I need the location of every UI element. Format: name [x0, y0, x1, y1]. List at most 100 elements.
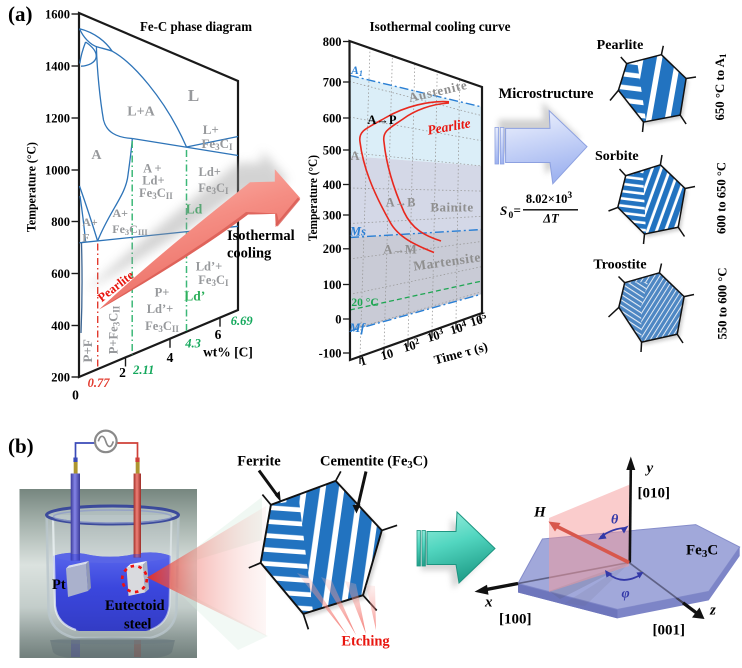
svg-text:600 to 650 °C: 600 to 650 °C	[713, 162, 728, 234]
svg-text:Isothermal: Isothermal	[227, 228, 295, 244]
svg-text:1400: 1400	[45, 59, 70, 73]
svg-text:105: 105	[468, 310, 489, 329]
svg-text:F: F	[82, 231, 89, 245]
svg-text:Temperature (°C): Temperature (°C)	[25, 142, 39, 232]
svg-text:θ: θ	[611, 513, 619, 528]
svg-text:300: 300	[323, 208, 342, 222]
svg-text:Bainite: Bainite	[430, 200, 473, 215]
svg-text:ΔT: ΔT	[542, 212, 560, 226]
svg-text:Isothermal cooling curve: Isothermal cooling curve	[370, 19, 511, 34]
svg-text:0: 0	[509, 211, 514, 221]
svg-text:4.3: 4.3	[184, 337, 201, 351]
svg-text:400: 400	[323, 178, 342, 192]
svg-text:H: H	[533, 505, 547, 521]
svg-text:102: 102	[401, 336, 422, 355]
svg-text:600: 600	[51, 267, 70, 281]
svg-text:A +: A +	[143, 161, 162, 175]
svg-text:6: 6	[215, 327, 222, 342]
svg-text:Etching: Etching	[341, 633, 390, 649]
svg-text:Cementite (Fe3C): Cementite (Fe3C)	[320, 454, 428, 472]
svg-text:8.02×103: 8.02×103	[526, 191, 573, 206]
svg-text:10: 10	[379, 346, 395, 363]
svg-text:z: z	[709, 603, 716, 619]
svg-text:1000: 1000	[45, 163, 70, 177]
svg-text:104: 104	[448, 318, 469, 337]
svg-text:800: 800	[51, 215, 70, 229]
svg-text:Pearlite: Pearlite	[597, 38, 644, 53]
svg-text:500: 500	[323, 143, 342, 157]
svg-text:0: 0	[72, 388, 79, 403]
svg-text:A: A	[350, 149, 359, 163]
svg-text:Sorbite: Sorbite	[595, 149, 639, 164]
svg-text:P+Fe3CII: P+Fe3CII	[106, 305, 121, 354]
svg-text:Ld’+: Ld’+	[147, 302, 174, 316]
svg-text:A: A	[91, 148, 102, 163]
svg-text:Fe3CI: Fe3CI	[198, 273, 229, 288]
svg-text:A→M: A→M	[383, 243, 417, 257]
svg-text:1600: 1600	[45, 7, 70, 21]
svg-text:P+F: P+F	[80, 339, 95, 362]
svg-text:4: 4	[167, 350, 174, 365]
svg-text:L: L	[188, 86, 199, 105]
svg-text:200: 200	[323, 242, 342, 256]
svg-text:[001]: [001]	[653, 623, 686, 639]
svg-text:700: 700	[323, 75, 342, 89]
svg-text:cooling: cooling	[227, 246, 272, 262]
svg-text:L+A: L+A	[127, 104, 155, 119]
svg-text:Fe3CII: Fe3CII	[145, 319, 179, 334]
svg-text:Temperature (°C): Temperature (°C)	[306, 155, 320, 241]
svg-text:[010]: [010]	[638, 486, 671, 502]
svg-text:(a): (a)	[8, 2, 33, 26]
svg-text:600: 600	[323, 111, 342, 125]
svg-text:[100]: [100]	[499, 612, 532, 628]
svg-text:0: 0	[335, 312, 341, 326]
svg-text:Microstructure: Microstructure	[499, 86, 595, 102]
svg-text:200: 200	[51, 370, 70, 384]
svg-text:2.11: 2.11	[132, 363, 154, 377]
svg-text:Ld’+: Ld’+	[196, 260, 223, 274]
svg-text:6.69: 6.69	[231, 314, 254, 328]
svg-text:Pearlite: Pearlite	[426, 115, 471, 137]
svg-text:Ld’: Ld’	[184, 288, 205, 303]
svg-text:100: 100	[323, 278, 342, 292]
svg-text:800: 800	[323, 35, 342, 49]
svg-text:650 °C to A1: 650 °C to A1	[712, 53, 729, 120]
svg-text:A+: A+	[82, 215, 98, 229]
svg-text:y: y	[645, 461, 654, 477]
svg-text:L+: L+	[203, 122, 219, 137]
svg-text:x: x	[484, 595, 493, 611]
svg-text:A1: A1	[350, 65, 363, 78]
svg-text:1200: 1200	[45, 111, 70, 125]
svg-text:S: S	[500, 203, 507, 218]
svg-text:550 to 600 °C: 550 to 600 °C	[714, 268, 729, 340]
svg-text:103: 103	[425, 326, 446, 345]
svg-text:2: 2	[119, 365, 126, 380]
svg-text:-100: -100	[319, 346, 342, 360]
svg-text:A→P: A→P	[367, 113, 397, 127]
svg-text:Troostite: Troostite	[593, 257, 646, 272]
svg-text:steel: steel	[124, 616, 151, 632]
svg-text:Fe3C: Fe3C	[686, 543, 718, 561]
svg-text:Fe-C phase diagram: Fe-C phase diagram	[140, 19, 253, 34]
svg-text:P+: P+	[155, 286, 170, 300]
svg-text:20 °C: 20 °C	[351, 297, 378, 309]
svg-text:Fe3CI: Fe3CI	[201, 136, 233, 152]
svg-text:Ferrite: Ferrite	[237, 454, 281, 470]
svg-text:A+: A+	[112, 206, 128, 220]
svg-text:400: 400	[51, 319, 70, 333]
svg-text:Time τ (s): Time τ (s)	[432, 339, 489, 368]
svg-text:A→B: A→B	[386, 196, 416, 210]
svg-text:Ld+: Ld+	[198, 165, 220, 179]
svg-text:Pt: Pt	[52, 577, 66, 593]
svg-text:Fe3CII: Fe3CII	[139, 186, 173, 201]
svg-text:Eutectoid: Eutectoid	[105, 598, 165, 614]
svg-text:Ld+: Ld+	[142, 174, 164, 188]
svg-text:wt% [C]: wt% [C]	[203, 345, 253, 360]
svg-text:φ: φ	[622, 587, 630, 602]
svg-text:Ms: Ms	[349, 225, 366, 239]
svg-text:(b): (b)	[8, 434, 34, 458]
svg-text:Mf: Mf	[348, 321, 366, 335]
svg-text:0.77: 0.77	[88, 376, 111, 390]
svg-text:=: =	[514, 203, 521, 218]
svg-text:1: 1	[358, 353, 368, 368]
